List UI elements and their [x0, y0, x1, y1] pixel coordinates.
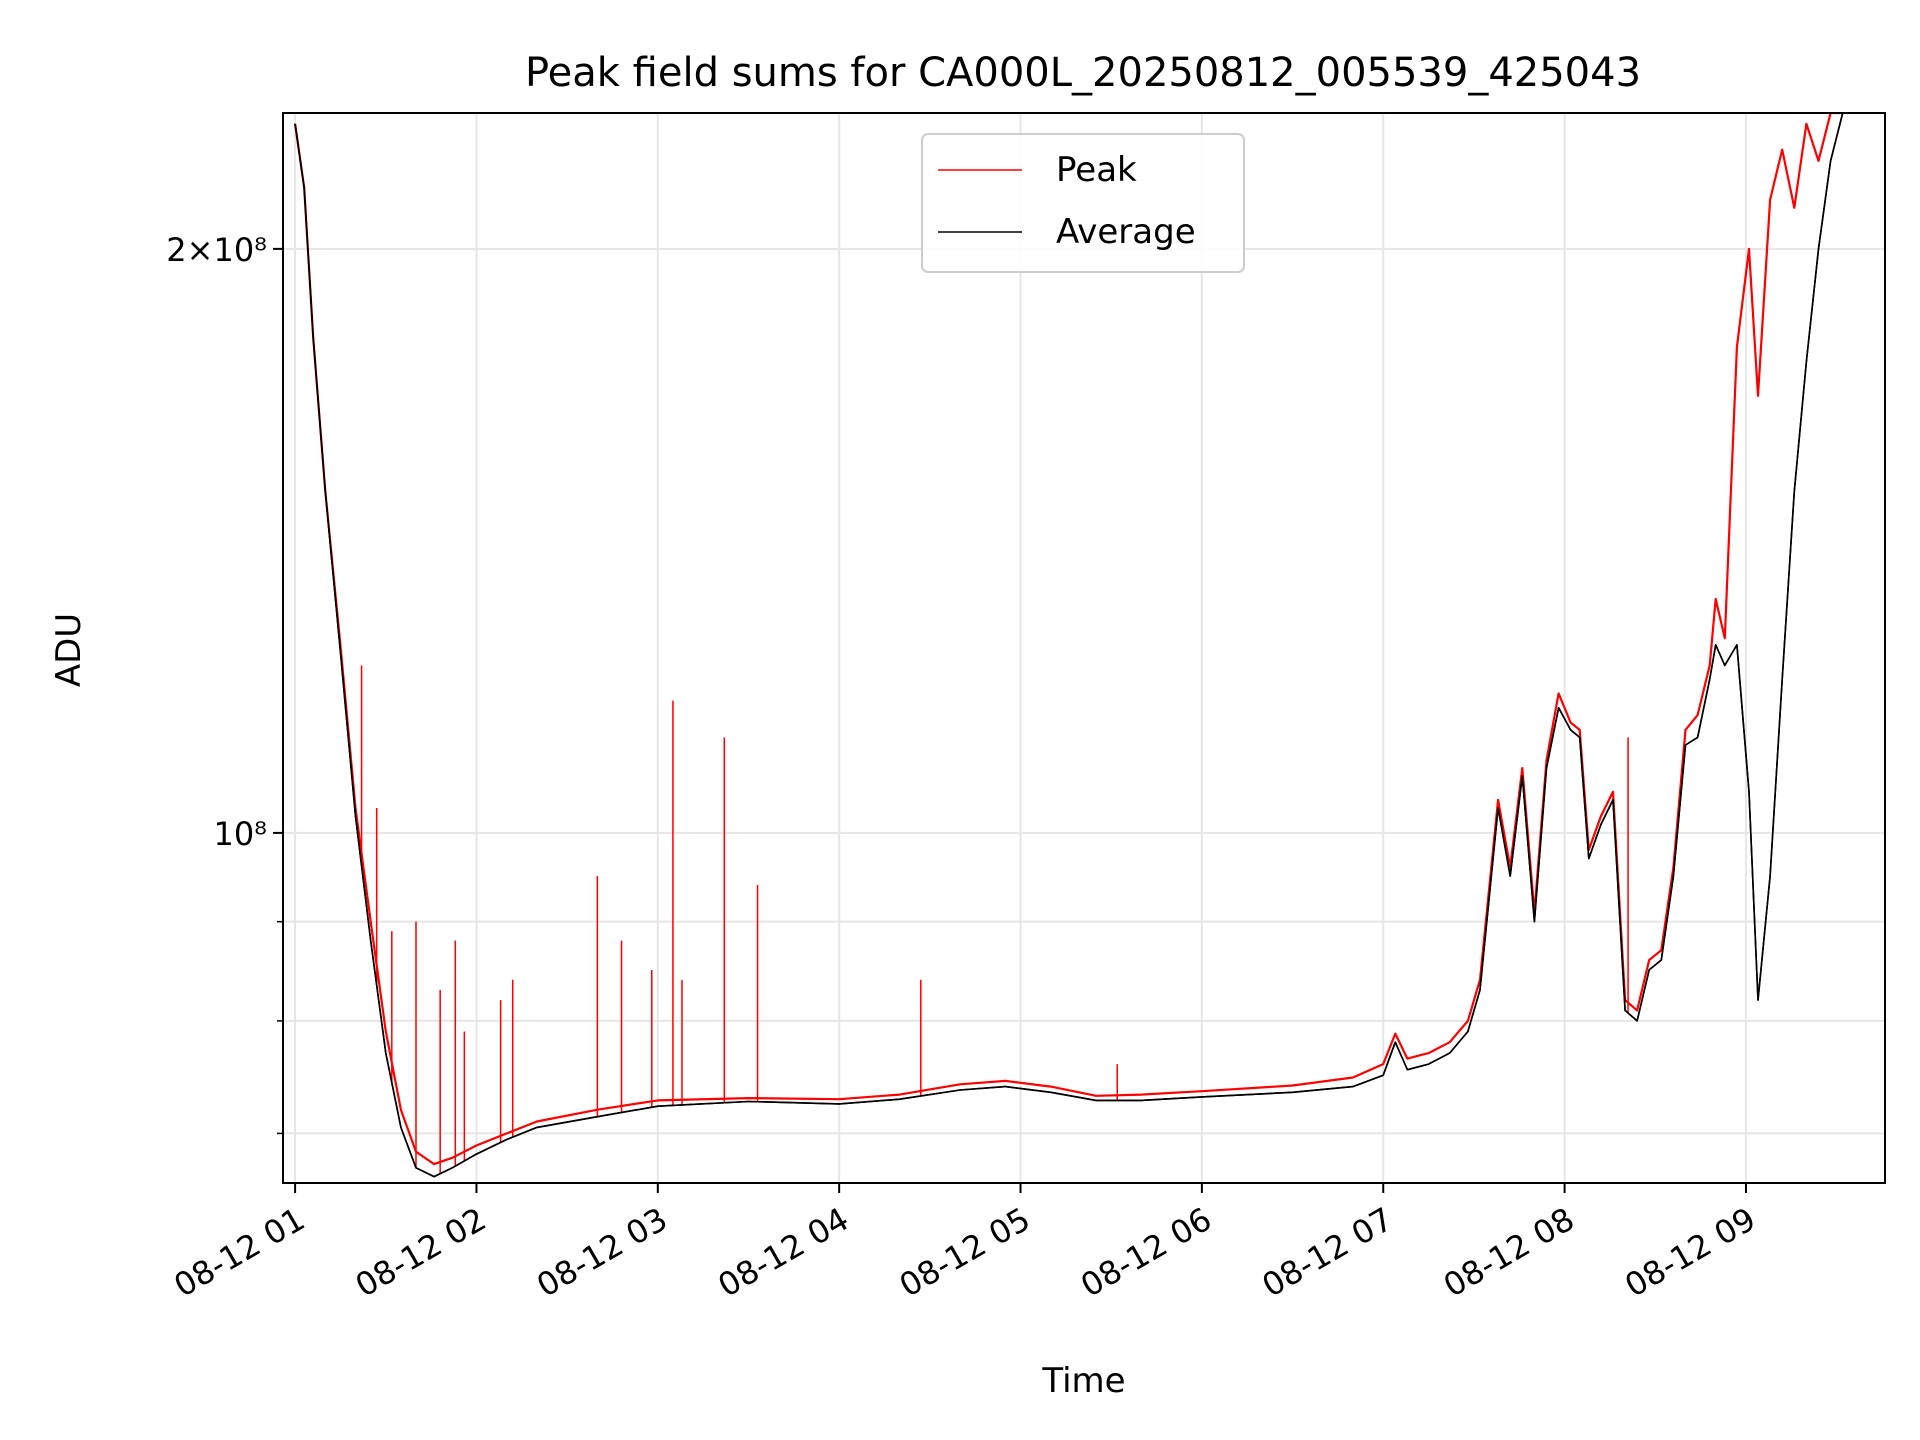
- legend-label-average: Average: [1056, 212, 1196, 252]
- legend: Peak Average: [921, 133, 1245, 273]
- x-axis-label: Time: [1041, 1361, 1125, 1401]
- y-tick-label: 10⁸: [213, 815, 267, 853]
- series-layer: [294, 113, 1844, 1178]
- legend-label-peak: Peak: [1056, 150, 1137, 190]
- chart-title: Peak field sums for CA000L_20250812_0055…: [525, 50, 1641, 96]
- y-axis-label: ADU: [49, 613, 89, 687]
- legend-box: [921, 133, 1245, 273]
- series-line-average-top: [294, 113, 1844, 1178]
- y-tick-label: 2×10⁸: [166, 231, 267, 269]
- plot-frame: [282, 112, 1886, 1184]
- series-line-peak: [294, 113, 1843, 1166]
